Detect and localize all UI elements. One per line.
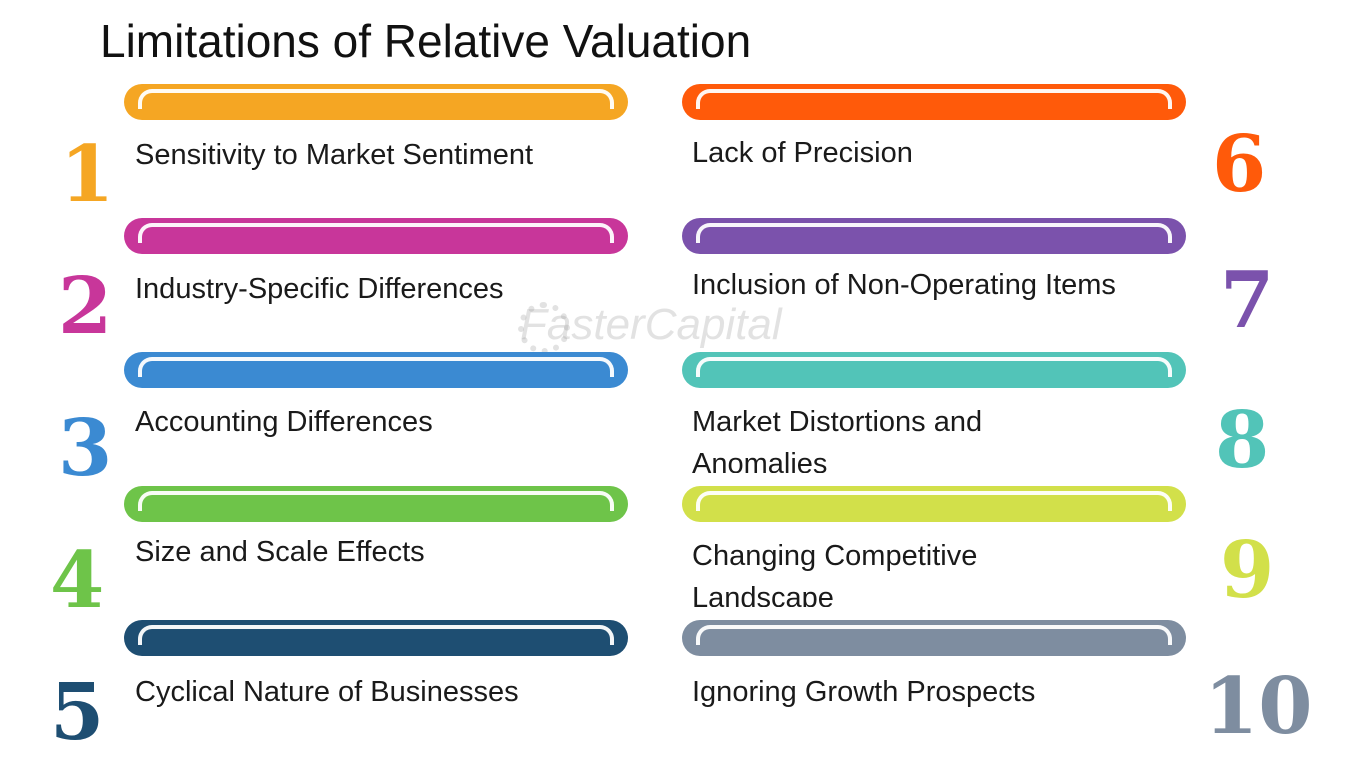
item-3-number: 3 [58, 403, 113, 494]
watermark-gear-icon [518, 302, 570, 354]
item-1-number: 1 [60, 129, 115, 220]
item-9-label: Changing Competitive Landscape [692, 540, 978, 607]
item-5-bar [124, 620, 628, 656]
page-title: Limitations of Relative Valuation [100, 15, 752, 67]
item-10-label: Ignoring Growth Prospects [692, 676, 1036, 708]
item-7-number: 7 [1220, 255, 1275, 346]
item-6-bar [682, 84, 1186, 120]
item-9-number: 9 [1220, 525, 1275, 616]
item-2-label: Industry-Specific Differences [135, 273, 504, 305]
item-5-label: Cyclical Nature of Businesses [135, 676, 519, 708]
item-8-bar [682, 352, 1186, 388]
item-1-bar [124, 84, 628, 120]
item-2-bar [124, 218, 628, 254]
item-1-label: Sensitivity to Market Sentiment [135, 139, 534, 171]
item-10-bar [682, 620, 1186, 656]
item-7-label: Inclusion of Non-Operating Items [692, 269, 1116, 301]
item-9-bar [682, 486, 1186, 522]
item-2-number: 2 [58, 261, 113, 352]
item-4-label: Size and Scale Effects [135, 536, 425, 568]
item-6-number: 6 [1212, 119, 1267, 210]
item-8-number: 8 [1215, 395, 1270, 486]
item-3-bar [124, 352, 628, 388]
item-3-label: Accounting Differences [135, 406, 433, 438]
item-7-bar [682, 218, 1186, 254]
item-10-number: 10 [1204, 661, 1313, 752]
item-6-label: Lack of Precision [692, 137, 913, 169]
item-5-number: 5 [50, 667, 105, 758]
item-8-label: Market Distortions and Anomalies [692, 406, 983, 473]
watermark: FasterCapital [520, 300, 782, 349]
item-4-bar [124, 486, 628, 522]
item-4-number: 4 [50, 535, 105, 626]
